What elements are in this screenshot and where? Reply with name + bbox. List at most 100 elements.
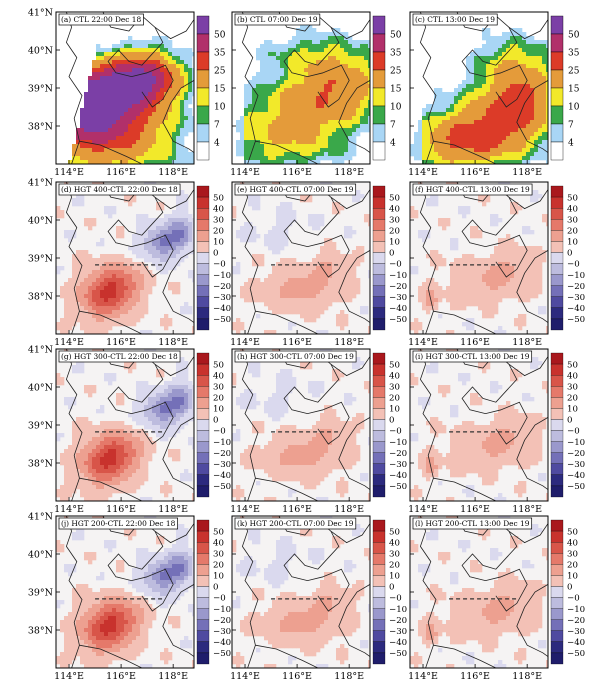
colorbar-tick-label: −0 xyxy=(213,427,226,437)
colorbar-tick-label: 50 xyxy=(213,193,224,203)
panel-j: (j) HGT 200-CTL 22:00 Dec 18 41°N 40°N 39°N… xyxy=(28,512,195,683)
colorbar-tick-label: 10 xyxy=(390,103,402,113)
field-i xyxy=(410,349,548,501)
colorbar-tick-label: −10 xyxy=(213,271,231,281)
field-b xyxy=(232,12,370,164)
colorbar-tick-label: −0 xyxy=(213,260,226,270)
axis-ticks-a: 41°N 40°N 39°N 38°N 114°E 116°E 118°E xyxy=(28,8,188,179)
colorbar-tick-label: 0 xyxy=(389,249,394,259)
colorbar-tick-label: 0 xyxy=(567,583,572,593)
colorbar-tick-label: 40 xyxy=(213,204,224,214)
colorbar-tick-label: −20 xyxy=(389,616,407,626)
panel-label: (i) HGT 300-CTL 13:00 Dec 19 xyxy=(415,352,530,361)
colorbar-tick-label: 25 xyxy=(390,67,402,77)
colorbar-tick-label: −50 xyxy=(567,482,585,492)
panel-label-box xyxy=(234,183,357,196)
colorbar-swatch xyxy=(196,619,210,631)
colorbar-tick-label: −40 xyxy=(213,304,231,314)
lat-tick-label: 41°N xyxy=(28,345,53,356)
panel-label: (l) HGT 200-CTL 13:00 Dec 19 xyxy=(415,519,530,528)
border-line xyxy=(419,516,437,668)
colorbar-swatch xyxy=(196,630,210,642)
colorbar-tick-label: −20 xyxy=(567,282,585,292)
border-line xyxy=(317,64,350,108)
colorbar-swatch xyxy=(550,474,564,487)
colorbar-swatch xyxy=(372,263,386,275)
lon-tick-label: 116°E xyxy=(282,167,312,178)
border-line xyxy=(278,516,340,582)
colorbar-swatch xyxy=(550,363,564,376)
border-line xyxy=(433,310,497,334)
lon-tick-label: 116°E xyxy=(460,671,490,682)
panel-g: (g) HGT 300-CTL 22:00 Dec 18 41°N 40°N 39°N… xyxy=(28,345,195,515)
lon-tick-label: 118°E xyxy=(334,504,364,515)
colorbar-swatch xyxy=(372,69,386,89)
colorbar-tick-label: 4 xyxy=(568,139,574,149)
colorbar-swatch xyxy=(550,33,564,53)
colorbar-tick-label: −50 xyxy=(389,482,407,492)
colorbar-swatch xyxy=(372,87,386,107)
panel-label: (e) HGT 400-CTL 07:00 Dec 19 xyxy=(237,185,354,194)
border-line xyxy=(65,349,83,501)
border-line xyxy=(162,250,194,323)
colorbar-tick-label: −0 xyxy=(213,594,226,604)
lat-tick-label: 41°N xyxy=(28,512,53,523)
colorbar-tick-label: 30 xyxy=(213,382,224,392)
colorbar-swatch xyxy=(196,230,210,242)
axis-ticks-h: 114°E 116°E 118°E xyxy=(230,348,364,515)
colorbar-tick-label: 0 xyxy=(567,249,572,259)
colorbar-swatch xyxy=(196,397,210,409)
border-line xyxy=(495,568,528,612)
border-line xyxy=(65,182,83,334)
border-line xyxy=(102,12,164,78)
colorbar-tick-label: 4 xyxy=(214,139,220,149)
colorbar-swatch xyxy=(196,597,210,609)
colorbar-swatch xyxy=(550,51,564,71)
colorbar-swatch xyxy=(196,352,210,365)
colorbar-swatch xyxy=(550,375,564,387)
border-line xyxy=(79,644,143,668)
colorbar-swatch xyxy=(196,519,210,532)
colorbar-swatch xyxy=(372,452,386,464)
colorbar-swatch xyxy=(550,352,564,365)
field-l xyxy=(410,516,548,668)
lon-tick-label: 114°E xyxy=(230,504,260,515)
colorbar-swatch xyxy=(196,652,210,665)
colorbar-tick-label: 10 xyxy=(214,103,226,113)
colorbar-swatch xyxy=(196,263,210,275)
colorbar-swatch xyxy=(550,219,564,231)
colorbar-swatch xyxy=(550,69,564,89)
lon-tick-label: 114°E xyxy=(230,337,260,348)
colorbar-swatch xyxy=(550,397,564,409)
colorbar-swatch xyxy=(372,575,386,587)
border-line xyxy=(79,310,143,334)
colorbar-tick-label: 30 xyxy=(213,215,224,225)
axis-ticks-j: 41°N 40°N 39°N 38°N 114°E 116°E 118°E xyxy=(28,512,188,683)
field-c xyxy=(410,12,548,164)
colorbar-tick-label: 4 xyxy=(390,139,396,149)
border-line xyxy=(162,417,194,490)
colorbar-swatch xyxy=(550,608,564,620)
colorbar-swatch xyxy=(550,542,564,554)
border-line xyxy=(419,12,437,164)
lon-tick-label: 118°E xyxy=(158,337,188,348)
colorbar-swatch xyxy=(196,274,210,286)
border-line xyxy=(516,584,548,657)
colorbar-tick-label: 0 xyxy=(389,416,394,426)
lon-tick-label: 118°E xyxy=(158,167,188,178)
panel-label-box xyxy=(58,13,144,26)
colorbar-tick-label: −0 xyxy=(389,594,402,604)
colorbar-swatch xyxy=(196,485,210,498)
colorbar-swatch xyxy=(372,586,386,598)
colorbar-swatch xyxy=(550,652,564,665)
colorbar-swatch xyxy=(550,196,564,209)
colorbar-tick-label: 10 xyxy=(389,238,400,248)
colorbar-tick-label: 20 xyxy=(389,561,400,571)
colorbar-swatch xyxy=(550,463,564,475)
border-line xyxy=(278,12,340,78)
lat-tick-label: 39°N xyxy=(28,254,53,265)
